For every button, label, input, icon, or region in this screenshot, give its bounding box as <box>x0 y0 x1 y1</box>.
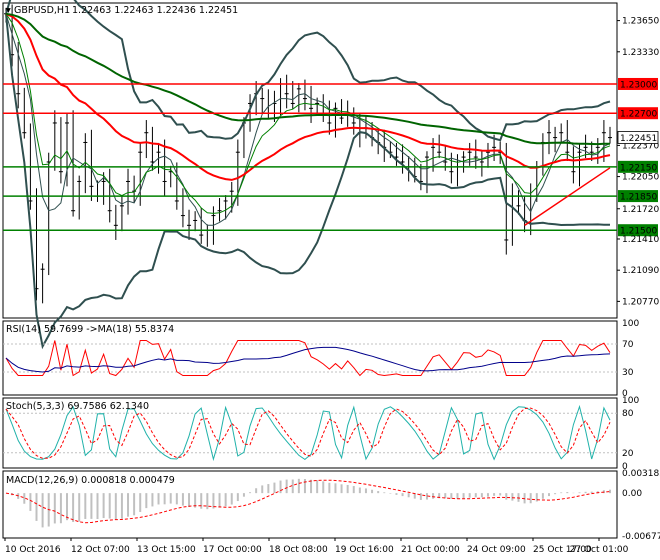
panel-stoch-frame <box>2 397 618 469</box>
level-price-label: 1.23000 <box>620 80 657 90</box>
panel-macd-frame <box>2 470 618 539</box>
x-tick-label: 18 Oct 08:00 <box>269 545 328 555</box>
stoch-y-tick-label: 20 <box>622 449 634 459</box>
stoch-y-tick-label: 80 <box>622 409 634 419</box>
level-price-tag <box>618 190 658 203</box>
x-tick-label: 19 Oct 16:00 <box>335 545 394 555</box>
last-price-tag <box>617 131 659 144</box>
y-tick-label: 1.21410 <box>622 235 659 245</box>
band-mid-line <box>5 13 611 226</box>
rsi-line <box>5 340 611 377</box>
macd-y-tick-label: 0.00 <box>622 489 642 499</box>
rsi-y-tick-label: 100 <box>622 319 639 329</box>
x-tick-label: 25 Oct 17:00 <box>533 545 592 555</box>
x-tick-label: 21 Oct 00:00 <box>401 545 460 555</box>
rsi-y-tick-label: 70 <box>622 340 634 350</box>
level-price-label: 1.22150 <box>620 163 657 173</box>
y-tick-label: 1.22370 <box>622 141 659 151</box>
long-ma-line <box>5 12 611 146</box>
panel-rsi-frame <box>2 320 618 396</box>
rsi-y-tick-label: 30 <box>622 368 634 378</box>
rsi-y-tick-label: 0 <box>622 389 628 399</box>
fast-ma-line <box>5 13 611 214</box>
stoch-y-tick-label: 100 <box>622 396 639 406</box>
y-tick-label: 1.22050 <box>622 173 659 183</box>
y-tick-label: 1.21720 <box>622 205 659 215</box>
x-tick-label: 12 Oct 07:00 <box>71 545 130 555</box>
x-tick-label: 24 Oct 09:00 <box>467 545 526 555</box>
y-tick-label: 1.20770 <box>622 297 659 307</box>
x-tick-label: 27 Oct 01:00 <box>570 545 629 555</box>
panel-main-frame <box>2 2 618 319</box>
stoch-signal-line <box>5 407 611 459</box>
level-price-label: 1.21500 <box>620 227 657 237</box>
x-tick-label: 13 Oct 15:00 <box>137 545 196 555</box>
level-price-label: 1.22700 <box>620 110 657 120</box>
stoch-y-tick-label: 0 <box>622 462 628 472</box>
stoch-label: Stoch(5,3,3) 69.7586 62.1340 <box>6 401 149 412</box>
lower-band-line <box>5 13 611 350</box>
slow-ma-line <box>5 12 611 181</box>
symbol-label: GBPUSD,H1 <box>14 5 70 16</box>
macd-label: MACD(12,26,9) 0.000818 0.000479 <box>6 475 175 486</box>
macd-y-tick-label: -0.006773 <box>622 532 660 542</box>
x-tick-label: 10 Oct 2016 <box>5 545 61 555</box>
level-price-label: 1.21850 <box>620 193 657 203</box>
y-tick-label: 1.23330 <box>622 48 659 58</box>
macd-signal-line <box>5 479 611 524</box>
trend-line <box>524 167 611 226</box>
level-price-tag <box>618 77 658 90</box>
last-price-label: 1.22451 <box>620 134 657 144</box>
rsi-ma-line <box>5 346 611 373</box>
ohlc-label: 1.22463 1.22463 1.22436 1.22451 <box>72 5 238 16</box>
upper-band-line <box>5 0 611 142</box>
symbol-menu-icon: ▾ <box>6 5 11 16</box>
level-price-tag <box>618 107 658 120</box>
rsi-label: RSI(14) 59.7699 ->MA(18) 55.8374 <box>6 324 174 335</box>
y-tick-label: 1.23650 <box>622 17 659 27</box>
stoch-main-line <box>5 404 611 462</box>
macd-y-tick-label: 0.003185 <box>622 469 660 479</box>
x-tick-label: 17 Oct 00:00 <box>203 545 262 555</box>
level-price-tag <box>618 224 658 237</box>
y-tick-label: 1.21090 <box>622 266 659 276</box>
level-price-tag <box>618 160 658 173</box>
